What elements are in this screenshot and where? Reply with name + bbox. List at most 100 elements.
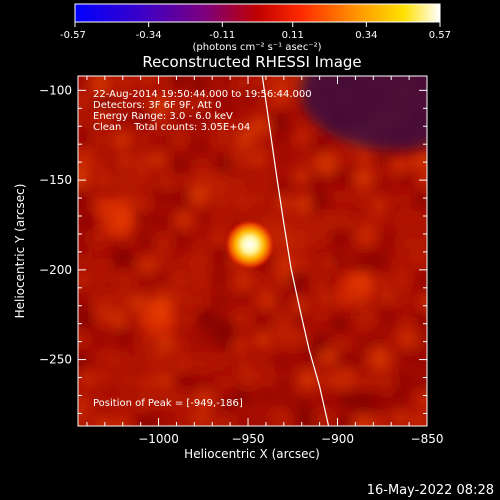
texture-blob — [288, 229, 313, 254]
texture-blob — [288, 329, 308, 350]
texture-blob — [413, 251, 426, 264]
texture-blob — [175, 212, 193, 229]
texture-blob — [332, 366, 357, 391]
texture-blob — [157, 173, 175, 191]
texture-blob — [137, 414, 155, 426]
texture-blob — [215, 95, 237, 117]
texture-blob — [412, 232, 427, 251]
texture-blob — [135, 110, 151, 127]
texture-blob — [214, 211, 229, 226]
texture-blob — [157, 334, 176, 353]
texture-blob — [95, 160, 106, 171]
texture-blob — [194, 275, 207, 287]
texture-blob — [371, 196, 388, 213]
texture-blob — [329, 226, 352, 249]
texture-blob — [78, 296, 89, 314]
texture-blob — [378, 276, 390, 289]
texture-blob — [272, 177, 289, 194]
texture-blob — [235, 291, 247, 304]
texture-blob — [78, 253, 90, 266]
texture-blob — [78, 408, 91, 426]
texture-blob — [270, 111, 291, 132]
texture-blob — [391, 388, 407, 405]
texture-blob — [389, 155, 410, 176]
texture-blob — [400, 318, 413, 330]
texture-blob — [373, 253, 388, 268]
axis-ticks: −1000 −950 −900 −850 −100 −150 −200 −250 — [39, 76, 443, 446]
secondary-source — [140, 302, 177, 339]
texture-blob — [416, 329, 427, 345]
texture-blob — [314, 286, 338, 311]
texture-blob — [296, 131, 310, 145]
texture-blob — [416, 389, 427, 409]
texture-blob — [188, 136, 208, 156]
texture-blob — [228, 173, 250, 196]
texture-blob — [134, 355, 147, 368]
texture-blob — [412, 213, 425, 226]
texture-blob — [212, 114, 231, 132]
texture-blob — [169, 388, 193, 412]
texture-blob — [114, 269, 135, 291]
texture-blob — [297, 346, 317, 367]
texture-blob — [92, 332, 106, 347]
texture-blob — [172, 155, 190, 173]
annotation-peak-position: Position of Peak = [-949,-186] — [93, 398, 243, 409]
texture-blob — [201, 378, 215, 392]
texture-blob — [353, 352, 365, 365]
x-tick-label: −950 — [232, 432, 265, 446]
texture-blob — [130, 294, 149, 313]
texture-blob — [114, 113, 126, 125]
colorbar-tick-label: 0.57 — [429, 30, 451, 41]
texture-blob — [271, 313, 295, 337]
texture-blob — [199, 210, 210, 222]
texture-blob — [193, 108, 211, 126]
texture-blob — [134, 170, 150, 186]
texture-blob — [78, 330, 88, 347]
texture-blob — [128, 192, 151, 215]
y-tick-label: −200 — [39, 263, 72, 277]
texture-blob — [353, 415, 374, 426]
x-tick-label: −900 — [321, 432, 354, 446]
texture-blob — [157, 372, 172, 387]
texture-blob — [137, 395, 150, 408]
texture-blob — [236, 419, 249, 426]
texture-blob — [190, 252, 210, 271]
texture-blob — [274, 353, 292, 372]
texture-blob — [256, 310, 273, 327]
texture-blob — [293, 195, 312, 214]
colorbar-ticks: -0.57 -0.34 -0.11 0.11 0.34 0.57 — [60, 22, 451, 41]
texture-blob — [78, 273, 88, 286]
texture-blob — [78, 95, 88, 107]
texture-blob — [195, 96, 208, 108]
texture-blob — [294, 169, 309, 183]
texture-blob — [379, 291, 391, 303]
texture-blob — [397, 193, 409, 205]
annotation-clean-counts: Clean Total counts: 3.05E+04 — [93, 122, 250, 133]
texture-blob — [122, 375, 133, 387]
texture-blob — [415, 310, 427, 325]
texture-blob — [194, 388, 216, 410]
texture-blob — [138, 234, 152, 248]
texture-blob — [110, 311, 127, 328]
texture-blob — [377, 150, 391, 165]
texture-blob — [336, 189, 350, 203]
texture-blob — [313, 227, 332, 246]
texture-blob — [148, 349, 168, 369]
texture-blob — [273, 251, 297, 275]
texture-blob — [271, 214, 295, 238]
texture-blob — [393, 257, 410, 274]
texture-blob — [96, 369, 113, 385]
texture-blob — [260, 360, 271, 371]
texture-blob — [355, 225, 377, 247]
texture-blob — [212, 230, 227, 245]
texture-blob — [368, 347, 392, 371]
colorbar-tick-label: 0.11 — [282, 30, 304, 41]
plot-frame — [77, 75, 428, 427]
texture-blob — [275, 334, 289, 349]
texture-blob — [113, 130, 132, 149]
texture-blob — [242, 90, 254, 102]
texture-blob — [96, 108, 111, 124]
texture-blob — [398, 213, 412, 228]
texture-blob — [314, 151, 338, 175]
texture-blob — [231, 76, 253, 95]
